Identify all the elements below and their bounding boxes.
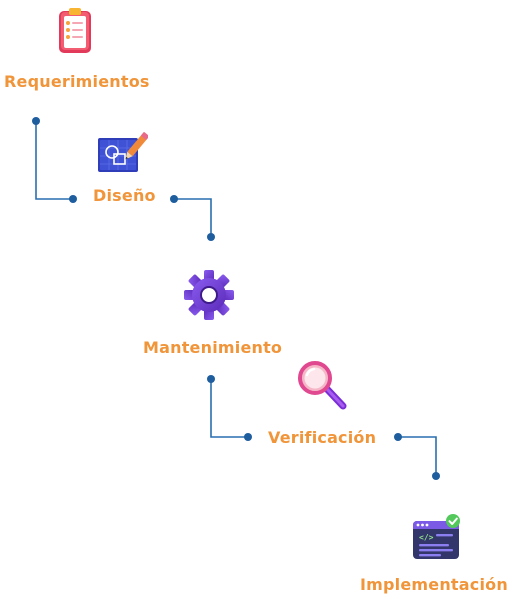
connector-node <box>432 472 440 480</box>
stage-label-requerimientos: Requerimientos <box>4 72 150 91</box>
clipboard-checklist-icon <box>59 8 91 53</box>
connector-node <box>170 195 178 203</box>
blueprint-pencil-icon <box>98 132 148 172</box>
connector-node <box>207 233 215 241</box>
stage-label-mantenimiento: Mantenimiento <box>143 338 283 357</box>
svg-text:</>: </> <box>419 533 434 542</box>
connector-verificacion-implementacion <box>398 436 437 476</box>
connector-node <box>244 433 252 441</box>
connector-requerimientos-diseno <box>35 121 73 200</box>
stage-label-verificacion: Verificación <box>268 428 377 447</box>
connector-node <box>394 433 402 441</box>
code-editor-check-icon: </> <box>413 514 460 559</box>
connector-node <box>207 375 215 383</box>
connector-node <box>69 195 77 203</box>
connector-diseno-mantenimiento <box>174 198 212 237</box>
connector-node <box>32 117 40 125</box>
stage-label-implementacion: Implementación <box>360 575 508 594</box>
connector-mantenimiento-verificacion <box>210 379 248 438</box>
stage-label-diseno: Diseño <box>93 186 156 205</box>
gear-icon <box>184 270 234 320</box>
magnifying-glass-icon <box>298 361 347 410</box>
